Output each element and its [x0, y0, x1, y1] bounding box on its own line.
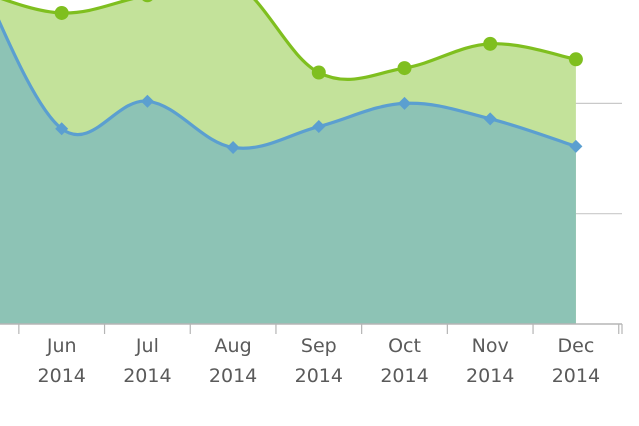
series-2-point — [312, 120, 326, 134]
x-tick-month: Jul — [135, 335, 159, 357]
series-1-point — [568, 52, 583, 67]
x-tick-year: 2014 — [380, 365, 428, 387]
x-tick-month: Jun — [46, 335, 77, 357]
area-fills — [0, 0, 576, 324]
x-tick-month: Dec — [558, 335, 595, 357]
x-tick-label: Aug 2014 — [209, 335, 257, 387]
x-tick-year: 2014 — [123, 365, 171, 387]
series-2-point — [226, 141, 240, 155]
x-tick-year: 2014 — [295, 365, 343, 387]
x-tick-month: Aug — [215, 335, 252, 357]
series-2-point — [140, 94, 154, 108]
x-tick-month: Nov — [472, 335, 509, 357]
x-tick-year: 2014 — [38, 365, 86, 387]
x-tick-labels: May2014Jun2014Jul2014Aug2014Sep2014Oct20… — [0, 335, 600, 387]
x-tick-month: Oct — [388, 335, 421, 357]
series-2-point — [55, 122, 69, 136]
series-1-point — [397, 61, 412, 76]
series-1-point — [483, 36, 498, 51]
x-tick-label: Jun 2014 — [38, 335, 86, 387]
x-tick-month: Sep — [301, 335, 337, 357]
series-2-point — [398, 96, 411, 110]
x-tick-label: Dec 2014 — [552, 335, 600, 387]
series-1-point — [142, 0, 153, 3]
series-2-point — [569, 139, 583, 153]
x-tick-label: Jul 2014 — [123, 335, 171, 387]
x-tick-label: Nov 2014 — [466, 335, 514, 387]
series-1-point — [311, 65, 326, 80]
data-points — [54, 0, 583, 155]
x-tick-label: Sep 2014 — [295, 335, 343, 387]
x-tick-year: 2014 — [466, 365, 514, 387]
x-tick-year: 2014 — [552, 365, 600, 387]
x-tick-year: 2014 — [209, 365, 257, 387]
x-tick-label: Oct 2014 — [380, 335, 428, 387]
series-2-point — [483, 112, 497, 126]
series-1-point — [54, 5, 69, 20]
x-axis — [0, 323, 623, 334]
series-1-line — [0, 0, 578, 81]
series-2-area — [0, 23, 576, 324]
